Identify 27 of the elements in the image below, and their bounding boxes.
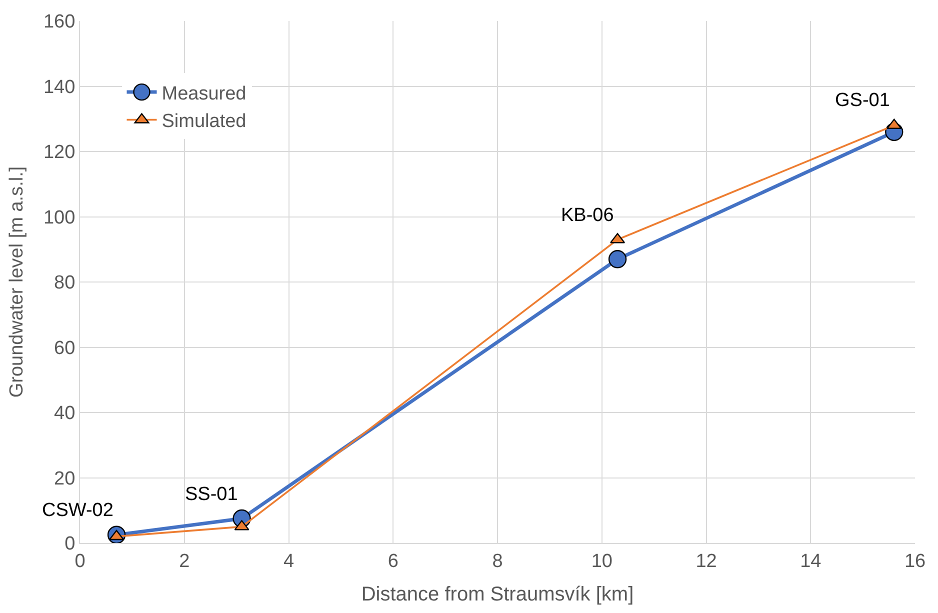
x-tick-label: 16 — [904, 550, 926, 572]
y-tick-label: 40 — [54, 403, 76, 424]
annotation: CSW-02 — [42, 500, 114, 521]
y-tick-label: 0 — [64, 534, 76, 555]
point — [610, 232, 626, 244]
y-axis-title: Groundwater level [m a.s.l.] — [6, 166, 28, 398]
x-axis-title: Distance from Straumsvík [km] — [361, 583, 634, 606]
y-tick-label: 100 — [43, 207, 76, 228]
x-tick-label: 10 — [591, 550, 612, 572]
y-tick-label: 120 — [43, 142, 76, 164]
x-tick-label: 6 — [388, 550, 398, 572]
legend-label: Simulated — [162, 111, 246, 132]
annotation: GS-01 — [835, 90, 890, 111]
y-tick-label: 60 — [54, 338, 76, 359]
x-tick-label: 2 — [179, 550, 190, 572]
y-tick-label: 80 — [54, 272, 76, 294]
y-tick-label: 140 — [43, 76, 76, 98]
x-tick-label: 14 — [800, 550, 822, 572]
point — [608, 250, 627, 268]
y-tick-label: 160 — [43, 12, 76, 33]
legend-label: Measured — [162, 83, 246, 104]
x-tick-label: 8 — [492, 550, 503, 572]
annotation: SS-01 — [185, 484, 238, 505]
x-tick-label: 12 — [696, 550, 717, 572]
x-tick-label: 4 — [283, 550, 294, 572]
y-tick-label: 20 — [54, 468, 76, 490]
annotation: KB-06 — [561, 205, 614, 226]
